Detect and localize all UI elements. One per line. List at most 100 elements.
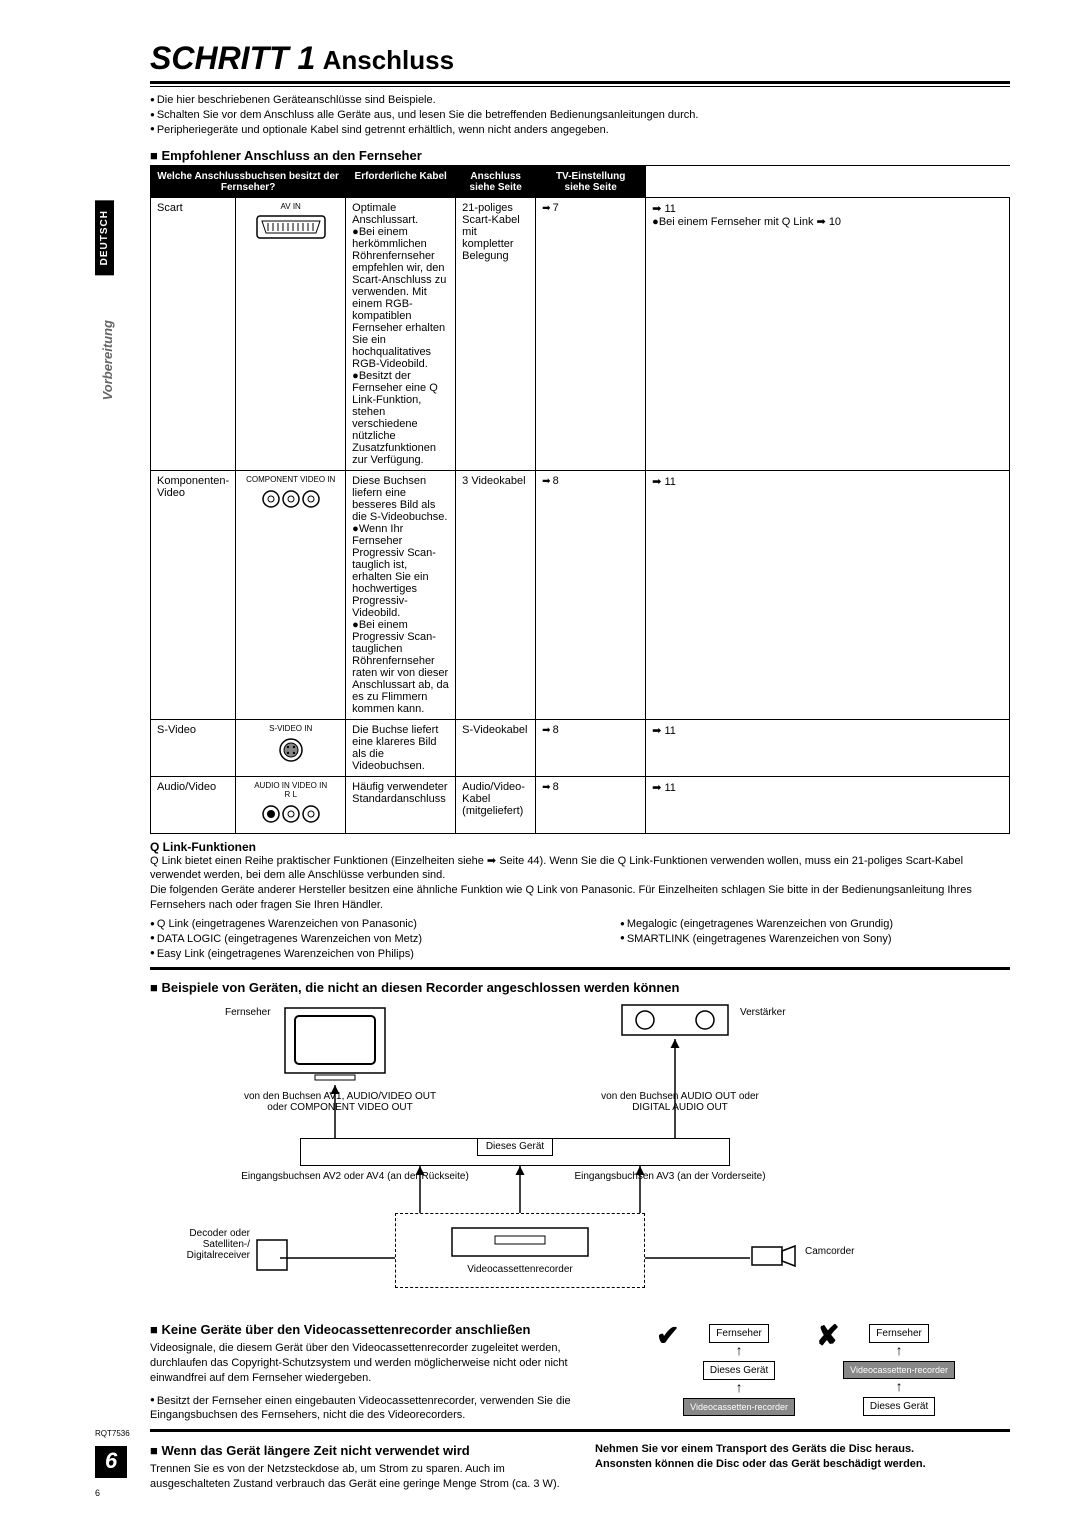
list-item: DATA LOGIC (eingetragenes Warenzeichen v…: [150, 932, 540, 947]
page-number-small: 6: [95, 1488, 100, 1498]
connector-description: Diese Buchsen liefern eine besseres Bild…: [346, 470, 456, 719]
connector-description: Häufig verwendeter Standardanschluss: [346, 776, 456, 833]
connection-page: 8: [536, 719, 646, 776]
diagram-label-output2: von den Buchsen AUDIO OUT oder DIGITAL A…: [550, 1091, 810, 1113]
intro-item: Die hier beschriebenen Geräteanschlüsse …: [150, 93, 1010, 108]
qlink-list-right: Megalogic (eingetragenes Warenzeichen vo…: [620, 917, 1010, 947]
connection-page: 8: [536, 470, 646, 719]
section4-body: Trennen Sie es von der Netzsteckdose ab,…: [150, 1462, 565, 1492]
connector-icon-cell: AV IN: [236, 197, 346, 470]
divider: [150, 81, 1010, 84]
intro-list: Die hier beschriebenen Geräteanschlüsse …: [150, 93, 1010, 138]
connection-page: 7: [536, 197, 646, 470]
tv-setting-page: ➡ 11: [646, 719, 1010, 776]
up-arrow-icon: ↑: [896, 1378, 903, 1394]
language-tab: DEUTSCH: [95, 200, 114, 275]
icon-caption: AV IN: [242, 202, 339, 211]
qlink-heading: Q Link-Funktionen: [150, 840, 1010, 854]
wrong-chain: ✘ Fernseher ↑ Videocassetten-recorder ↑ …: [834, 1321, 964, 1419]
connector-description: Die Buchse liefert eine klareres Bild al…: [346, 719, 456, 776]
required-cable: S-Videokabel: [456, 719, 536, 776]
list-item: Easy Link (eingetragenes Warenzeichen vo…: [150, 947, 540, 962]
required-cable: 21-poliges Scart-Kabel mit kompletter Be…: [456, 197, 536, 470]
table-row: Scart AV IN Optimale Anschlussart. ●Bei …: [151, 197, 1010, 470]
list-item: SMARTLINK (eingetragenes Warenzeichen vo…: [620, 932, 1010, 947]
page-title: SCHRITT 1 Anschluss: [150, 40, 1010, 77]
this-device-label: Dieses Gerät: [477, 1138, 553, 1156]
connector-icon-cell: AUDIO IN VIDEO IN R L: [236, 776, 346, 833]
this-device-box: Dieses Gerät: [300, 1138, 730, 1166]
correct-chain: ✔ Fernseher ↑ Dieses Gerät ↑ Videocasset…: [674, 1321, 804, 1419]
table-header: Erforderliche Kabel: [346, 166, 456, 197]
transport-note-2: Ansonsten können die Disc oder das Gerät…: [595, 1457, 1010, 1472]
transport-note-1: Nehmen Sie vor einem Transport des Gerät…: [595, 1442, 1010, 1457]
check-icon: ✔: [656, 1319, 679, 1352]
diagram-label-camcorder: Camcorder: [805, 1246, 854, 1257]
required-cable: Audio/Video-Kabel (mitgeliefert): [456, 776, 536, 833]
section-heading: Beispiele von Geräten, die nicht an dies…: [150, 980, 1010, 997]
table-row: Komponenten-Video COMPONENT VIDEO IN Die…: [151, 470, 1010, 719]
icon-caption: AUDIO IN VIDEO IN R L: [242, 781, 339, 799]
connection-page: 8: [536, 776, 646, 833]
step-number: SCHRITT 1: [150, 40, 315, 76]
up-arrow-icon: ↑: [896, 1342, 903, 1358]
connector-type: S-Video: [151, 719, 236, 776]
divider: [150, 86, 1010, 87]
section-heading: Keine Geräte über den Videocassettenreco…: [150, 1321, 608, 1341]
intro-item: Peripheriegeräte und optionale Kabel sin…: [150, 123, 1010, 138]
page-content: SCHRITT 1 Anschluss Die hier beschrieben…: [150, 40, 1010, 1491]
connection-table: Welche Anschlussbuchsen besitzt der Fern…: [150, 166, 1010, 834]
required-cable: 3 Videokabel: [456, 470, 536, 719]
icon-caption: COMPONENT VIDEO IN: [242, 475, 339, 484]
table-row: Audio/Video AUDIO IN VIDEO IN R L Häufig…: [151, 776, 1010, 833]
tv-setting-page: ➡ 11: [646, 470, 1010, 719]
title-text: Anschluss: [323, 45, 455, 75]
connector-description: Optimale Anschlussart. ●Bei einem herköm…: [346, 197, 456, 470]
diagram-label-output1: von den Buchsen AV1, AUDIO/VIDEO OUT ode…: [210, 1091, 470, 1113]
table-header: Welche Anschlussbuchsen besitzt der Fern…: [151, 166, 346, 197]
connector-icon-cell: S-VIDEO IN: [236, 719, 346, 776]
connection-diagram: Fernseher Verstärker von d: [150, 1003, 1010, 1313]
chain-vcr: Videocassetten-recorder: [843, 1361, 955, 1379]
section3-note: Besitzt der Fernseher einen eingebauten …: [150, 1394, 608, 1424]
table-header: Anschluss siehe Seite: [456, 166, 536, 197]
svideo-icon: [278, 737, 304, 763]
av-icon: [256, 803, 326, 825]
chain-tv: Fernseher: [869, 1324, 929, 1343]
footer-code: RQT7536: [95, 1429, 130, 1438]
section-heading: Wenn das Gerät längere Zeit nicht verwen…: [150, 1442, 565, 1462]
icon-caption: S-VIDEO IN: [242, 724, 339, 733]
diagram-label-input1: Eingangsbuchsen AV2 oder AV4 (an der Rüc…: [205, 1171, 505, 1182]
connector-type: Audio/Video: [151, 776, 236, 833]
qlink-list-left: Q Link (eingetragenes Warenzeichen von P…: [150, 917, 540, 962]
list-item: Megalogic (eingetragenes Warenzeichen vo…: [620, 917, 1010, 932]
vcr-icon: [450, 1226, 590, 1261]
decoder-icon: [255, 1238, 290, 1273]
diagram-label-vcr: Videocassettenrecorder: [396, 1264, 644, 1275]
table-header: TV-Einstellung siehe Seite: [536, 166, 646, 197]
connector-icon-cell: COMPONENT VIDEO IN: [236, 470, 346, 719]
section-label: Vorbereitung: [100, 320, 115, 400]
tv-setting-page: ➡ 11: [646, 776, 1010, 833]
chain-vcr: Videocassetten-recorder: [683, 1398, 795, 1416]
divider: [150, 1429, 1010, 1432]
up-arrow-icon: ↑: [736, 1379, 743, 1395]
cross-icon: ✘: [816, 1319, 839, 1352]
chain-tv: Fernseher: [709, 1324, 769, 1343]
connector-type: Scart: [151, 197, 236, 470]
page-number-large: 6: [95, 1446, 127, 1478]
list-item: Q Link (eingetragenes Warenzeichen von P…: [150, 917, 540, 932]
qlink-body: Q Link bietet einen Reihe praktischer Fu…: [150, 854, 1010, 913]
up-arrow-icon: ↑: [736, 1342, 743, 1358]
scart-icon: [256, 215, 326, 239]
section3-body: Videosignale, die diesem Gerät über den …: [150, 1341, 608, 1386]
diagram-label-decoder: Decoder oder Satelliten-/ Digitalreceive…: [165, 1228, 250, 1261]
component-icon: [256, 488, 326, 510]
table-row: S-Video S-VIDEO IN Die Buchse liefert ei…: [151, 719, 1010, 776]
section-heading: Empfohlener Anschluss an den Fernseher: [150, 148, 1010, 166]
tv-setting-page: ➡ 11 ●Bei einem Fernseher mit Q Link ➡ 1…: [646, 197, 1010, 470]
connector-type: Komponenten-Video: [151, 470, 236, 719]
chain-device: Dieses Gerät: [863, 1397, 935, 1416]
camcorder-icon: [750, 1241, 800, 1271]
vcr-box: Videocassettenrecorder: [395, 1213, 645, 1288]
